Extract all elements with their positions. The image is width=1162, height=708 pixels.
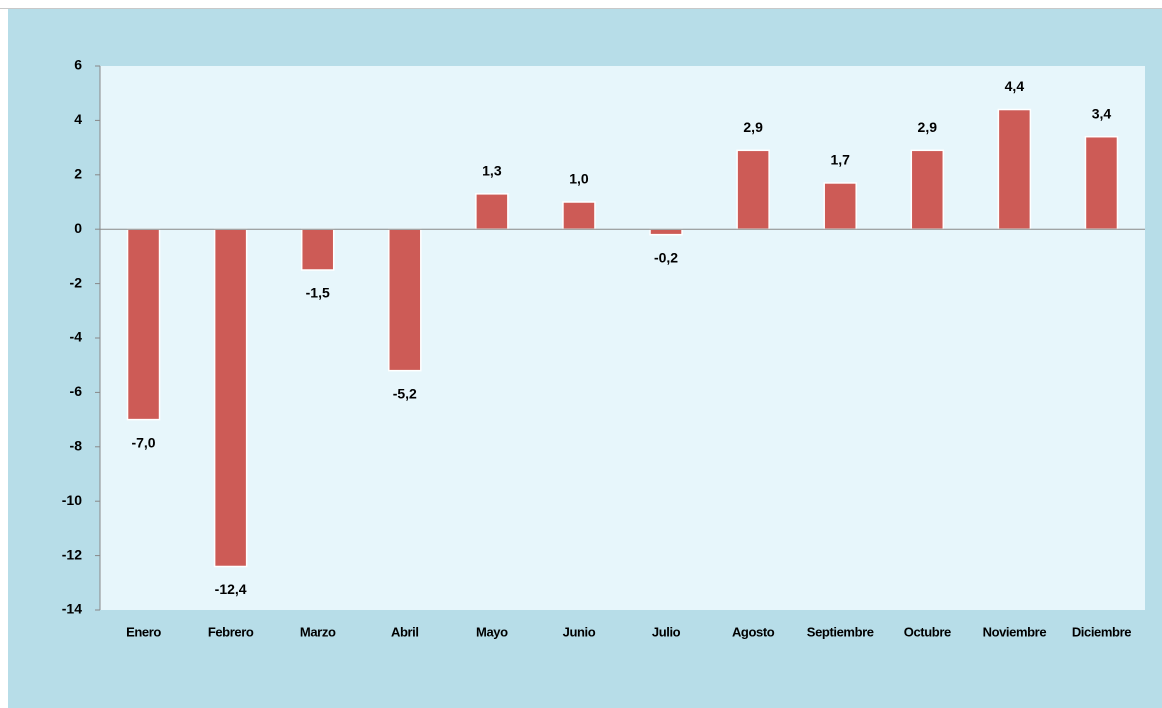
data-label: 1,3 (482, 163, 502, 179)
x-tick-label: Junio (563, 624, 596, 639)
y-tick-label: -12 (62, 546, 82, 562)
x-tick-label: Marzo (300, 624, 336, 639)
bar (213, 228, 248, 568)
plot-area (100, 66, 1145, 610)
bar (300, 228, 335, 271)
y-tick-label: -10 (62, 492, 82, 508)
bar (910, 149, 945, 230)
bar (388, 228, 422, 372)
x-tick-label: Diciembre (1072, 624, 1131, 639)
data-label: -0,2 (654, 249, 678, 265)
x-tick-label: Septiembre (807, 624, 874, 639)
bar (823, 182, 857, 230)
y-tick-label: -4 (70, 329, 83, 345)
x-tick-label: Julio (652, 624, 681, 639)
y-tick-label: 6 (74, 57, 82, 73)
x-tick-label: Noviembre (983, 624, 1047, 639)
bar (475, 193, 509, 230)
bar (997, 108, 1032, 230)
data-label: 2,9 (743, 119, 763, 135)
y-tick-label: -8 (70, 438, 83, 454)
data-label: 3,4 (1092, 105, 1112, 121)
data-label: 1,7 (830, 152, 850, 168)
bar (562, 201, 596, 230)
x-tick-label: Abril (391, 624, 419, 639)
data-label: 2,9 (918, 119, 938, 135)
y-tick-label: -14 (62, 601, 82, 617)
data-label: 1,0 (569, 171, 589, 187)
y-tick-label: -2 (70, 274, 83, 290)
x-tick-label: Octubre (904, 624, 951, 639)
y-tick-label: -6 (70, 383, 83, 399)
data-label: -1,5 (306, 285, 330, 301)
data-label: -7,0 (131, 434, 155, 450)
x-tick-label: Febrero (208, 624, 254, 639)
x-tick-label: Mayo (476, 624, 508, 639)
x-tick-label: Enero (126, 624, 161, 639)
y-tick-label: 4 (74, 111, 82, 127)
bar (649, 228, 683, 236)
y-tick-label: 2 (74, 166, 82, 182)
data-label: -5,2 (393, 385, 417, 401)
bar (736, 149, 770, 230)
bar (126, 228, 161, 421)
data-label: 4,4 (1005, 78, 1025, 94)
x-tick-label: Agosto (732, 624, 775, 639)
data-label: -12,4 (215, 581, 247, 597)
y-tick-label: 0 (74, 220, 82, 236)
bar (1084, 135, 1119, 230)
